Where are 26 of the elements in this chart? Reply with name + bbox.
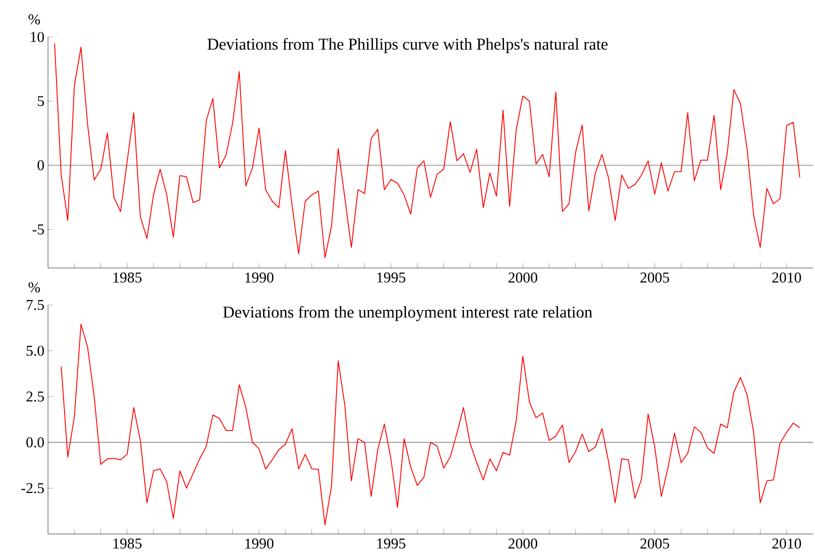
y-tick-label: 0	[38, 160, 44, 170]
x-tick-label: 2005	[640, 272, 670, 283]
x-tick-label: 2005	[640, 538, 670, 549]
y-tick-label: 2.5	[26, 392, 44, 402]
x-tick-label: 2010	[772, 272, 802, 283]
x-tick-label: 2000	[508, 538, 538, 549]
y-tick-label: -2.5	[21, 483, 44, 494]
y-tick-label: 5	[38, 96, 44, 106]
y-tick-label: 5.0	[26, 346, 44, 356]
x-tick-label: 1995	[377, 538, 406, 549]
line-series	[60, 324, 800, 526]
x-tick-label: 2000	[508, 272, 538, 283]
chart-title: Deviations from the unemployment interest rate relation	[223, 306, 592, 322]
x-tick-label: 1990	[245, 272, 274, 283]
y-axis-title: %	[28, 282, 40, 292]
x-tick-label: 1985	[114, 538, 142, 549]
y-axis-title: %	[28, 14, 40, 24]
x-tick-label: 1990	[245, 538, 274, 549]
chart-title: Deviations from The Phillips curve with Phelps's natural rate	[208, 38, 608, 54]
x-tick-label: 1985	[114, 272, 142, 283]
y-tick-label: 7.5	[26, 300, 44, 310]
y-tick-label: 10	[30, 32, 44, 42]
x-tick-label: 1995	[377, 272, 406, 283]
y-tick-label: -5	[32, 224, 44, 234]
x-tick-label: 2010	[772, 538, 802, 549]
y-tick-label: 0.0	[26, 437, 44, 448]
